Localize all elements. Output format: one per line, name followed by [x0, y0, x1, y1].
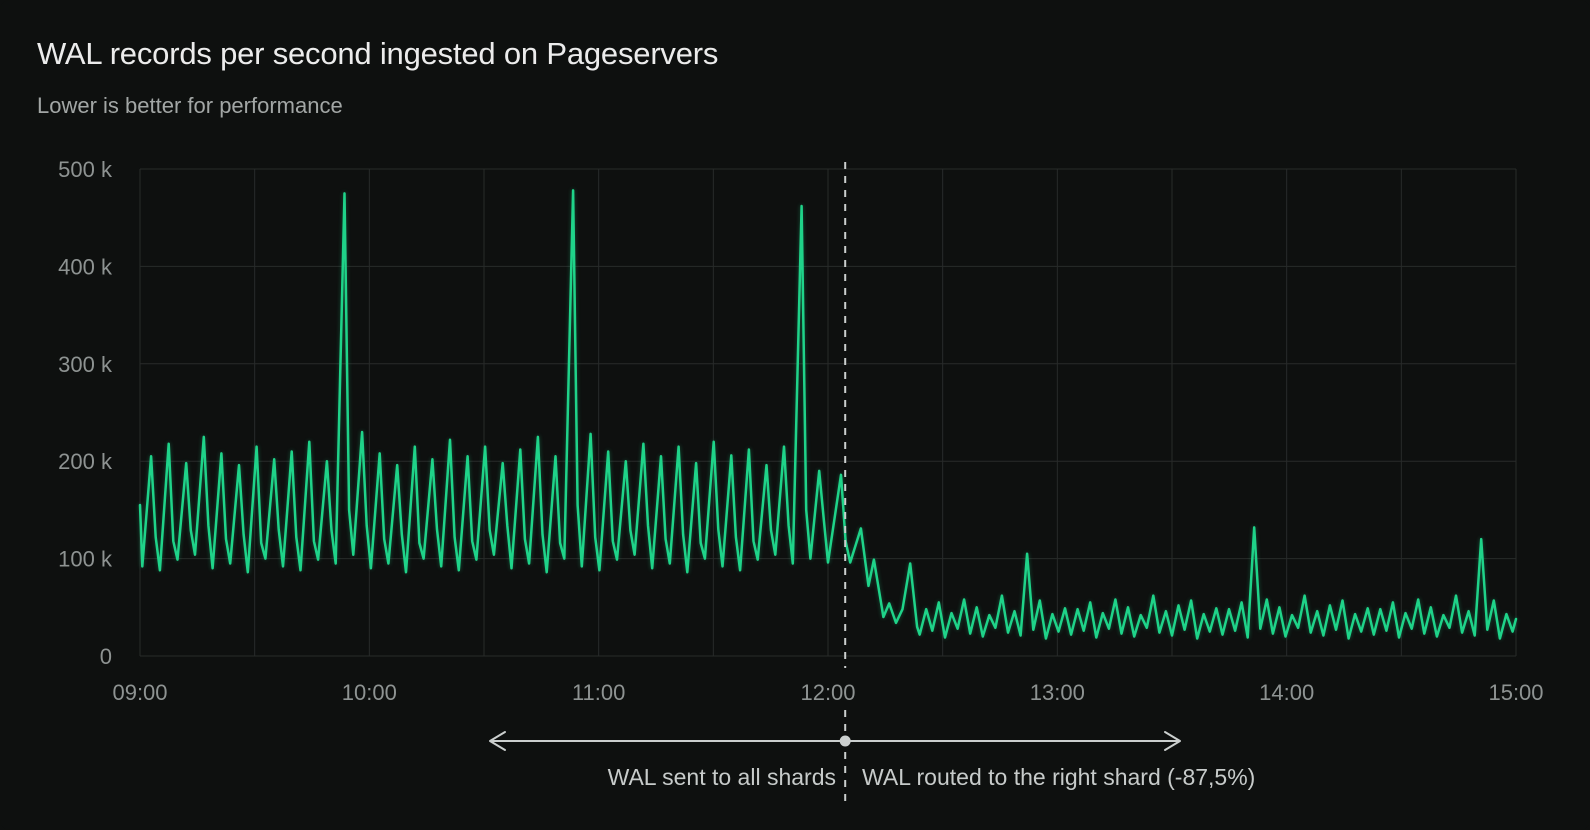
x-tick-label: 11:00 — [572, 680, 625, 705]
y-tick-label: 300 k — [58, 352, 113, 377]
arrow-left-icon — [489, 731, 506, 751]
page-subtitle: Lower is better for performance — [37, 93, 343, 118]
x-tick-label: 15:00 — [1488, 680, 1543, 705]
arrow-right-icon — [1164, 731, 1181, 751]
series-line — [138, 189, 1518, 640]
y-tick-label: 100 k — [58, 547, 113, 572]
annotation-right-label: WAL routed to the right shard (-87,5%) — [862, 764, 1256, 790]
y-tick-label: 500 k — [58, 157, 113, 182]
x-tick-label: 12:00 — [800, 680, 855, 705]
x-tick-label: 09:00 — [112, 680, 167, 705]
page-title: WAL records per second ingested on Pages… — [37, 36, 719, 71]
x-tick-label: 13:00 — [1030, 680, 1085, 705]
x-tick-label: 10:00 — [342, 680, 397, 705]
divider-dot — [839, 735, 851, 747]
y-tick-label: 0 — [100, 644, 112, 669]
y-tick-label: 400 k — [58, 254, 113, 279]
x-tick-label: 14:00 — [1259, 680, 1314, 705]
annotation-left-label: WAL sent to all shards — [607, 764, 836, 790]
y-tick-label: 200 k — [58, 449, 113, 474]
